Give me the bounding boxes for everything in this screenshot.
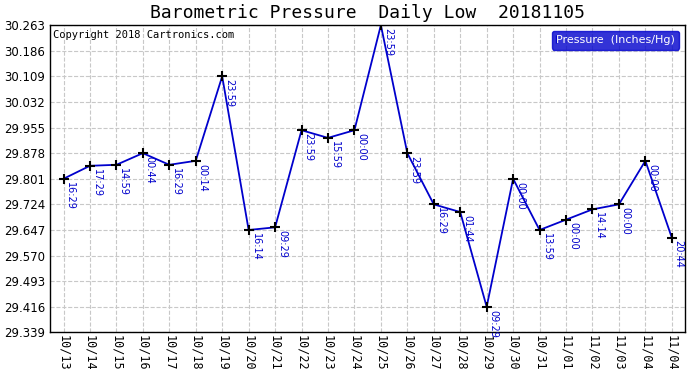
Title: Barometric Pressure  Daily Low  20181105: Barometric Pressure Daily Low 20181105	[150, 4, 585, 22]
Text: 20:44: 20:44	[673, 240, 684, 268]
Text: 16:29: 16:29	[435, 207, 446, 235]
Text: 16:14: 16:14	[250, 233, 261, 261]
Text: 16:29: 16:29	[66, 182, 75, 209]
Text: 00:44: 00:44	[145, 156, 155, 184]
Text: 00:00: 00:00	[568, 222, 578, 250]
Text: 23:59: 23:59	[304, 133, 313, 161]
Text: 14:59: 14:59	[119, 168, 128, 195]
Text: 13:59: 13:59	[542, 233, 551, 261]
Text: 15:59: 15:59	[330, 141, 340, 169]
Text: 00:00: 00:00	[515, 182, 525, 209]
Text: 01:44: 01:44	[462, 215, 472, 243]
Text: 00:00: 00:00	[356, 133, 366, 161]
Text: Copyright 2018 Cartronics.com: Copyright 2018 Cartronics.com	[53, 30, 235, 40]
Text: 17:29: 17:29	[92, 169, 102, 196]
Text: 00:14: 00:14	[198, 164, 208, 191]
Text: 23:59: 23:59	[409, 156, 420, 184]
Text: 23:59: 23:59	[224, 79, 234, 107]
Text: 09:29: 09:29	[277, 230, 287, 258]
Text: 00:00: 00:00	[621, 207, 631, 235]
Text: 09:29: 09:29	[489, 310, 499, 338]
Text: 16:29: 16:29	[171, 168, 181, 195]
Text: 00:00: 00:00	[647, 164, 658, 191]
Legend: Pressure  (Inches/Hg): Pressure (Inches/Hg)	[552, 31, 680, 50]
Text: 14:14: 14:14	[594, 212, 604, 240]
Text: 23:59: 23:59	[383, 28, 393, 56]
